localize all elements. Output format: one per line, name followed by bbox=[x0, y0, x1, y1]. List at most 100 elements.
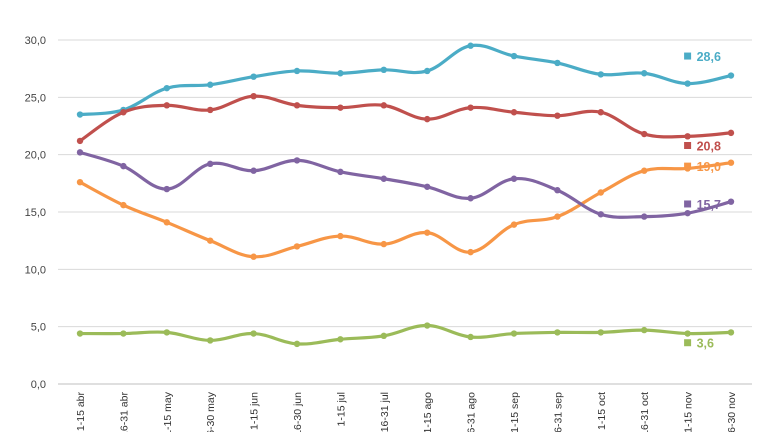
data-point bbox=[727, 198, 735, 205]
x-tick-label: 1-15 abr bbox=[75, 391, 87, 431]
data-point bbox=[727, 159, 735, 166]
data-point bbox=[250, 167, 257, 174]
data-point bbox=[684, 209, 691, 217]
data-point bbox=[510, 52, 518, 60]
data-point bbox=[467, 104, 474, 111]
data-point bbox=[641, 167, 648, 174]
y-tick-label: 25,0 bbox=[25, 92, 46, 104]
series-line bbox=[78, 94, 733, 143]
end-value-label: 15,7 bbox=[697, 198, 721, 212]
data-point bbox=[76, 149, 84, 156]
x-tick-label: 16-31 ago bbox=[466, 392, 478, 432]
x-tick-label: 1-15 jun bbox=[249, 392, 261, 430]
data-point bbox=[684, 133, 691, 140]
end-marker bbox=[684, 339, 692, 347]
x-tick-label: 1-15 jul bbox=[335, 392, 347, 426]
data-point bbox=[727, 72, 735, 79]
data-point bbox=[76, 330, 84, 337]
data-point bbox=[380, 332, 387, 340]
data-point bbox=[163, 84, 170, 92]
x-tick-label: 1-15 ago bbox=[422, 392, 434, 432]
data-point bbox=[250, 92, 257, 100]
data-point bbox=[120, 330, 127, 337]
x-tick-label: 16-30 jun bbox=[292, 392, 304, 432]
y-axis-ticks: 0,0 5,0 10,0 15,0 20,0 25,0 30,0 bbox=[25, 35, 46, 391]
data-point bbox=[727, 129, 735, 137]
x-tick-label: 1-15 nov bbox=[683, 391, 695, 432]
data-point bbox=[597, 211, 604, 218]
data-point bbox=[554, 329, 561, 336]
data-point bbox=[337, 336, 344, 343]
data-point bbox=[554, 112, 561, 119]
data-point bbox=[293, 340, 301, 348]
data-point bbox=[380, 66, 387, 74]
data-point bbox=[76, 111, 84, 118]
x-tick-label: 16-30 nov bbox=[726, 391, 738, 432]
series-orange bbox=[76, 159, 735, 260]
data-point bbox=[250, 330, 257, 337]
data-point bbox=[76, 137, 84, 145]
end-marker bbox=[684, 162, 692, 170]
data-point bbox=[554, 213, 561, 220]
data-point bbox=[380, 175, 387, 182]
y-tick-label: 15,0 bbox=[25, 207, 46, 219]
data-point bbox=[120, 109, 127, 116]
end-value-label: 3,6 bbox=[697, 337, 714, 351]
data-point bbox=[207, 337, 214, 344]
gridlines bbox=[58, 39, 752, 385]
data-point bbox=[207, 237, 214, 244]
y-tick-label: 20,0 bbox=[25, 150, 46, 162]
data-point bbox=[207, 81, 214, 88]
data-point bbox=[641, 326, 648, 334]
x-tick-label: 1-15 may bbox=[162, 391, 174, 432]
y-tick-label: 10,0 bbox=[25, 264, 46, 276]
data-point bbox=[641, 70, 648, 77]
data-point bbox=[641, 213, 648, 220]
data-point bbox=[554, 59, 561, 67]
x-tick-label: 16-31 abr bbox=[118, 392, 130, 432]
y-tick-label: 30,0 bbox=[25, 35, 46, 47]
data-point bbox=[120, 162, 127, 170]
data-point bbox=[641, 130, 648, 138]
end-marker bbox=[684, 141, 692, 149]
data-point bbox=[163, 219, 170, 226]
data-point bbox=[510, 221, 518, 228]
x-tick-label: 16-31 jul bbox=[379, 392, 391, 432]
series-line bbox=[78, 150, 733, 219]
series-red bbox=[76, 92, 735, 145]
data-point bbox=[424, 322, 431, 329]
data-point bbox=[510, 109, 518, 116]
y-tick-label: 5,0 bbox=[31, 322, 46, 334]
data-point bbox=[424, 67, 431, 75]
series-line bbox=[78, 161, 733, 259]
end-value-label: 20,8 bbox=[697, 139, 721, 153]
data-point bbox=[293, 243, 301, 250]
data-point bbox=[597, 109, 604, 116]
series-line bbox=[78, 323, 733, 346]
x-tick-label: 16-31 sep bbox=[552, 392, 564, 432]
series-purple bbox=[76, 149, 735, 220]
end-marker bbox=[684, 52, 692, 60]
data-point bbox=[250, 73, 257, 80]
data-point bbox=[337, 70, 344, 77]
data-point bbox=[467, 42, 474, 49]
data-point bbox=[293, 67, 301, 75]
x-tick-label: 16-31 oct bbox=[639, 392, 651, 432]
data-point bbox=[337, 232, 344, 240]
data-point bbox=[467, 248, 474, 256]
data-point bbox=[163, 102, 170, 109]
y-tick-label: 0,0 bbox=[31, 379, 46, 391]
x-tick-label: 1-15 oct bbox=[596, 392, 608, 430]
series-line bbox=[78, 43, 733, 117]
data-point bbox=[684, 330, 691, 337]
data-point bbox=[510, 175, 518, 182]
data-point bbox=[207, 160, 214, 168]
end-labels: 28,6 20,8 19,0 15,7 3,6 bbox=[684, 50, 721, 351]
data-point bbox=[597, 329, 604, 336]
data-point bbox=[163, 185, 170, 193]
data-point bbox=[684, 80, 691, 87]
data-point bbox=[597, 189, 604, 196]
data-point bbox=[467, 195, 474, 202]
data-point bbox=[554, 187, 561, 194]
